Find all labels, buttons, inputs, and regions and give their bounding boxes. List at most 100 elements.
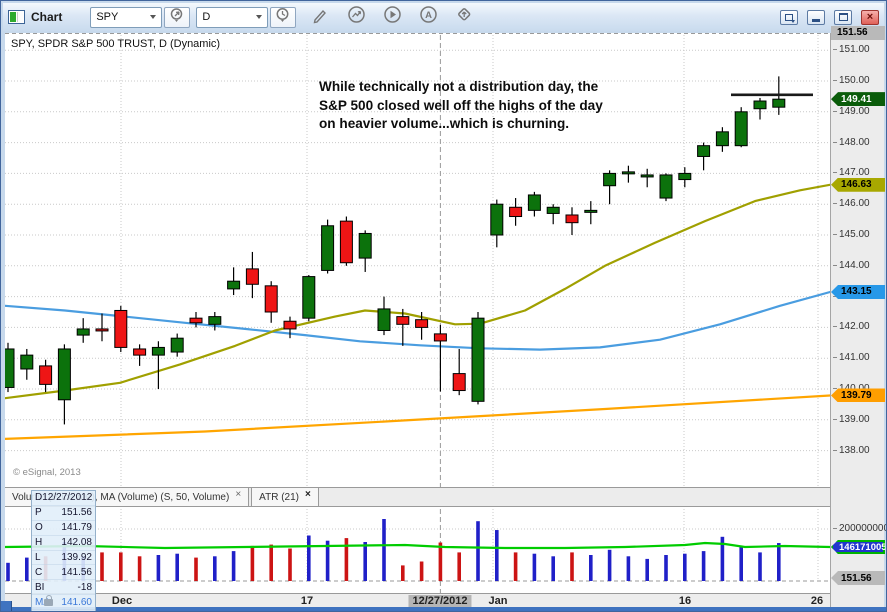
price-tag: 139.79: [831, 388, 885, 403]
volume-bar: [758, 552, 762, 581]
candle-body: [753, 100, 767, 110]
volume-bar: [419, 561, 424, 581]
price-tag: 151.56: [831, 25, 885, 40]
interval-dropdown[interactable]: D: [196, 6, 269, 28]
ma-orange-line: [5, 394, 830, 440]
maximize-button[interactable]: [834, 9, 852, 25]
annotation-text: While technically not a distribution day…: [319, 79, 603, 131]
trendline-icon: [347, 5, 366, 29]
minimize-button[interactable]: [807, 9, 825, 25]
candle-body: [659, 174, 673, 199]
candle-body: [339, 220, 353, 264]
data-panel-row-value: 139.92: [61, 552, 92, 563]
symbol-dropdown[interactable]: SPY: [90, 6, 163, 28]
candle-body: [509, 206, 523, 218]
candle-body: [490, 203, 504, 236]
candle-body: [245, 268, 259, 285]
candle-body: [321, 225, 335, 271]
volume-bar: [6, 562, 10, 581]
data-panel-row: BI -18: [32, 580, 95, 596]
volume-bar: [250, 545, 255, 581]
price-tick-label: 151.00: [833, 44, 870, 55]
price-tick-label: 149.00: [833, 106, 870, 117]
volume-pane[interactable]: [5, 507, 830, 593]
volume-bar: [438, 542, 443, 581]
candle-body: [565, 214, 579, 224]
x-axis-label: 17: [300, 595, 314, 607]
price-tick-label: 139.00: [833, 414, 870, 425]
chevron-down-icon: [150, 15, 157, 19]
candle-body: [546, 206, 560, 214]
price-tick-label: 144.00: [833, 260, 870, 271]
data-panel-row-label: C: [35, 566, 43, 578]
data-panel-row-value: 151.56: [61, 507, 92, 519]
popout-button[interactable]: [780, 9, 798, 25]
volume-bar: [476, 521, 480, 581]
close-icon: ×: [866, 11, 874, 23]
play-icon: [383, 5, 402, 29]
candle-body: [227, 280, 241, 290]
volume-bar: [382, 519, 386, 581]
candle-body: [471, 317, 485, 402]
data-panel-row: O 141.79: [32, 521, 95, 536]
candle-body: [678, 172, 692, 181]
indicator-tabs: Volume (Price bar), MA (Volume) (S, 50, …: [5, 487, 830, 507]
price-tick-label: 141.00: [833, 352, 870, 363]
symbol-search-button[interactable]: [164, 6, 191, 28]
trendline-button[interactable]: [344, 6, 368, 28]
volume-bar: [175, 553, 179, 581]
tab-close-icon[interactable]: ×: [235, 489, 242, 500]
price-alert-button[interactable]: [452, 6, 476, 28]
ma-olive-line: [5, 183, 830, 400]
volume-bar: [344, 538, 349, 581]
candle-body: [189, 317, 203, 324]
candle-body: [734, 111, 748, 147]
autoscale-a-button[interactable]: A: [416, 6, 440, 28]
x-axis-label: 26: [810, 595, 824, 607]
candle-body: [208, 316, 222, 325]
volume-bar: [589, 555, 593, 581]
close-button[interactable]: ×: [861, 9, 879, 25]
candle-body: [621, 171, 635, 175]
x-axis-label: Jan: [488, 595, 508, 607]
data-panel-row-label: MA: [35, 596, 50, 608]
volume-bar: [739, 545, 743, 581]
volume-bar: [325, 540, 330, 581]
volume-tick-label: 200000000: [833, 523, 886, 534]
candle-body: [697, 145, 711, 157]
play-button[interactable]: [380, 6, 404, 28]
volume-bar: [401, 565, 405, 581]
candle-body: [584, 209, 598, 213]
lock-icon: [44, 594, 54, 606]
data-panel-row: P 151.56: [32, 506, 95, 521]
main-price-chart[interactable]: [5, 33, 830, 487]
window-title: Chart: [31, 10, 63, 24]
chart-title: SPY, SPDR S&P 500 TRUST, D (Dynamic): [11, 38, 221, 50]
volume-bar: [231, 551, 236, 581]
candle-body: [95, 328, 109, 332]
volume-bar: [626, 556, 631, 581]
draw-pencil-button[interactable]: [308, 6, 332, 28]
data-panel-row-label: P: [35, 507, 42, 519]
volume-bar: [363, 542, 367, 581]
price-tick-label: 142.00: [833, 321, 870, 332]
data-panel-row-value: 142.08: [61, 537, 92, 549]
price-axis[interactable]: 151.00 150.00 149.00 148.00 147.00 146.00 145.…: [830, 25, 886, 609]
tab-close-icon[interactable]: ×: [304, 489, 311, 500]
price-tag: 143.15: [831, 284, 885, 299]
interval-history-button[interactable]: [270, 6, 297, 28]
tab-volume-ma-label: Volume (Price bar), MA (Volume) (S, 50, …: [12, 491, 230, 503]
candle-body: [527, 194, 541, 211]
volume-bar: [137, 556, 142, 581]
draw-pencil-icon: [311, 6, 329, 29]
volume-bar: [269, 544, 273, 581]
volume-bar: [288, 548, 292, 581]
price-tick-label: 150.00: [833, 75, 870, 86]
x-axis-label: 12/27/2012: [408, 595, 472, 607]
volume-tag: 151.56: [831, 571, 885, 585]
resize-grip[interactable]: [1, 601, 12, 611]
volume-ma-line: [5, 541, 830, 550]
maximize-icon: [838, 13, 848, 21]
volume-bar: [513, 552, 518, 581]
tab-atr[interactable]: ATR (21) ×: [251, 488, 319, 506]
